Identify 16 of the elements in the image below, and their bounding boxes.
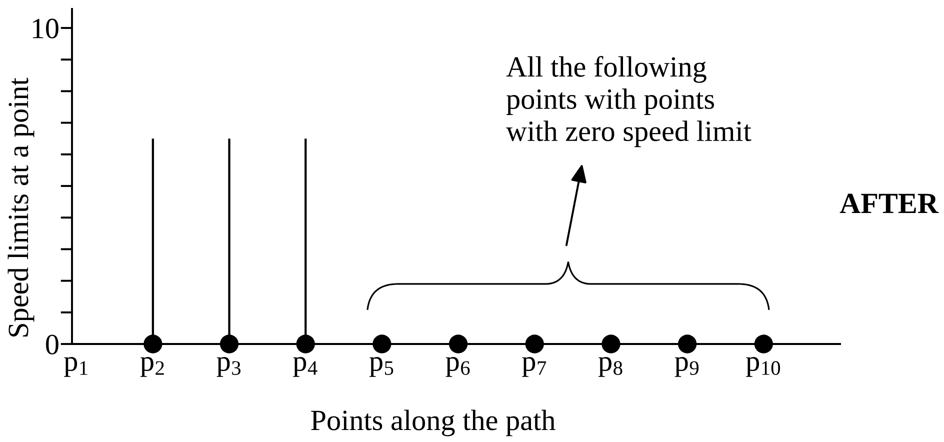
y-axis-title: Speed limits at a point bbox=[8, 78, 34, 336]
x-tick-label: p$_{10}$ bbox=[746, 356, 780, 377]
x-tick-label: p$_{3}$ bbox=[216, 356, 241, 377]
annotation: All the following points with points with zero speed limit bbox=[506, 56, 752, 148]
x-tick-label: p$_{6}$ bbox=[446, 356, 470, 377]
x-tick-label: p$_{9}$ bbox=[674, 356, 699, 377]
x-tick-label: p$_{1}$ bbox=[64, 356, 88, 377]
x-tick-label: p$_{5}$ bbox=[369, 356, 394, 377]
y-tick-label: 0 bbox=[46, 334, 58, 354]
x-tick-label: p$_{7}$ bbox=[522, 356, 546, 377]
x-tick-label: p$_{2}$ bbox=[140, 356, 164, 377]
y-tick-label: 10 bbox=[32, 18, 58, 38]
x-axis-title: Points along the path bbox=[311, 410, 556, 436]
x-tick-label: p$_{4}$ bbox=[293, 356, 318, 377]
annotation: AFTER bbox=[840, 194, 939, 214]
x-tick-label: p$_{8}$ bbox=[598, 356, 622, 377]
